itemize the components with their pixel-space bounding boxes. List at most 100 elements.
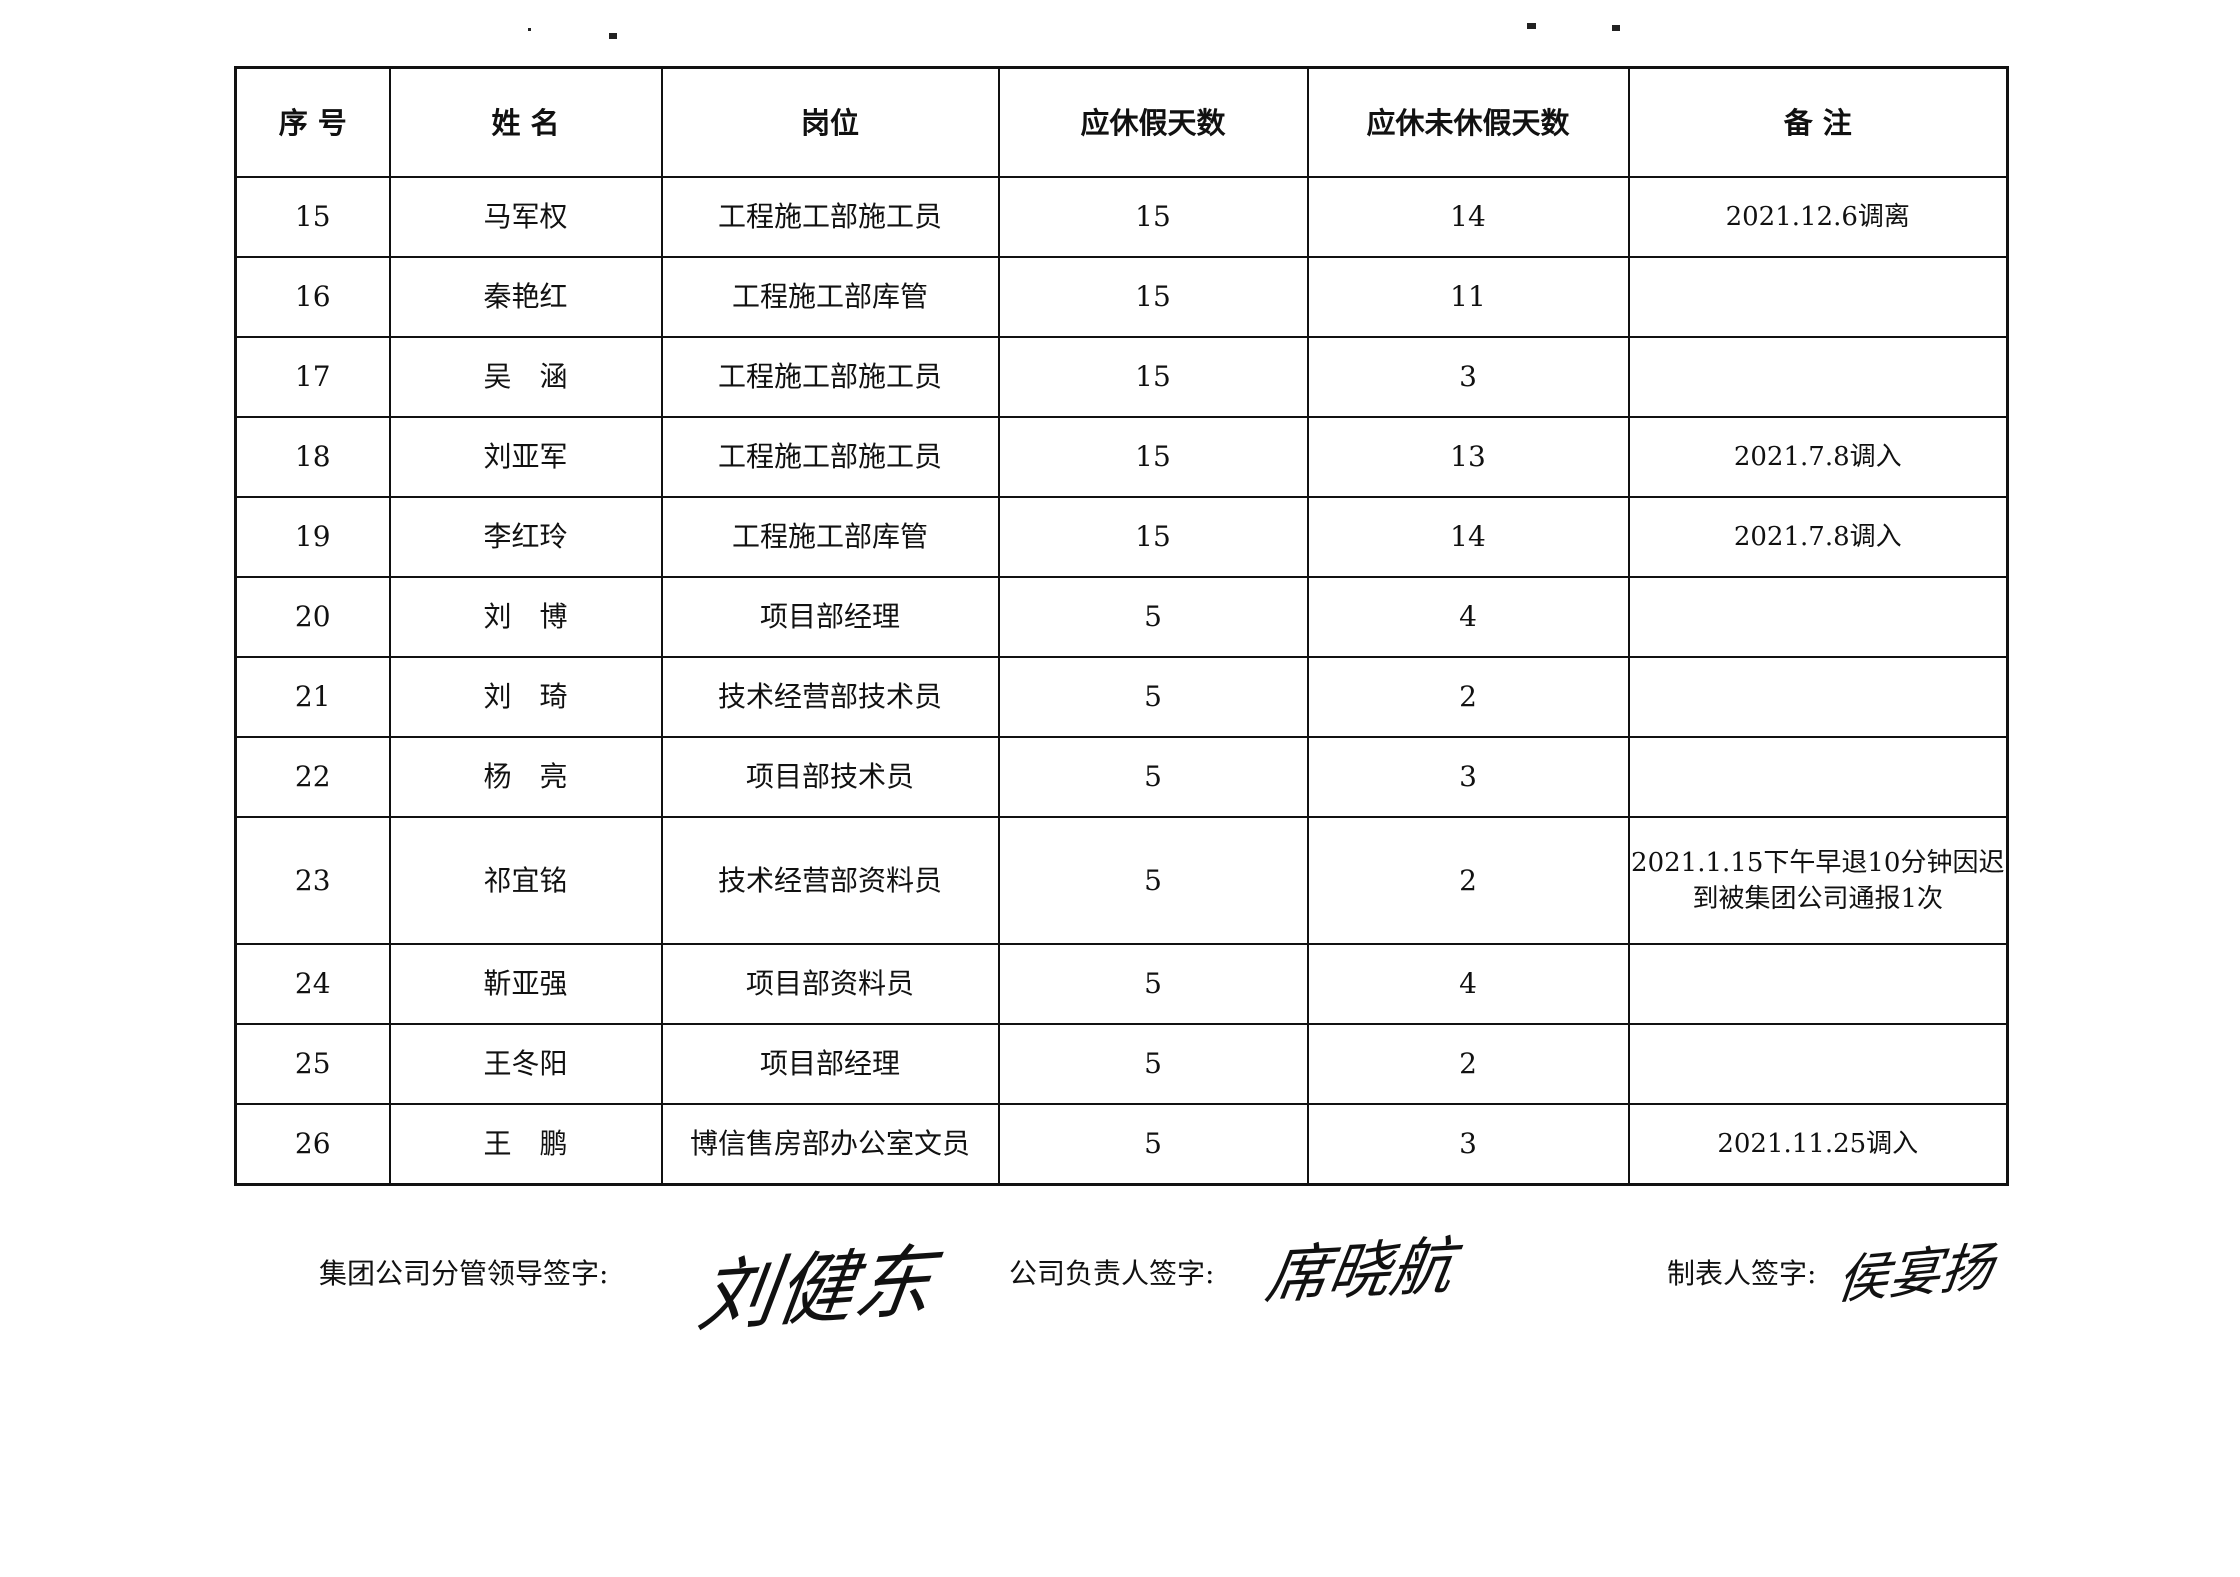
company-head-label: 公司负责人签字: <box>1009 1257 1215 1290</box>
group-leader-label: 集团公司分管领导签字: <box>319 1257 609 1290</box>
row-no: 25 <box>234 1023 391 1105</box>
header-name: 姓 名 <box>388 66 663 178</box>
row-note: 2021.7.8调入 <box>1627 496 2009 578</box>
row-position: 项目部经理 <box>660 1023 1000 1105</box>
row-note <box>1627 736 2009 818</box>
row-position: 工程施工部施工员 <box>660 416 1000 498</box>
company-head-signature: 席晓航 <box>1261 1228 1459 1313</box>
row-unused-days: 4 <box>1306 576 1630 658</box>
row-name: 王 鹏 <box>388 1103 663 1186</box>
table-row: 25 王冬阳 项目部经理 5 2 <box>234 1023 2009 1105</box>
row-note: 2021.11.25调入 <box>1627 1103 2009 1186</box>
table-row: 23 祁宜铭 技术经营部资料员 5 2 2021.1.15下午早退10分钟因迟到被集团公司… <box>234 816 2009 945</box>
row-name: 秦艳红 <box>388 256 663 338</box>
row-no: 21 <box>234 656 391 738</box>
row-note <box>1627 943 2009 1025</box>
row-entitled-days: 15 <box>997 496 1309 578</box>
row-name: 杨 亮 <box>388 736 663 818</box>
row-unused-days: 4 <box>1306 943 1630 1025</box>
preparer-label: 制表人签字: <box>1667 1257 1817 1290</box>
row-name: 祁宜铭 <box>388 816 663 945</box>
row-note <box>1627 576 2009 658</box>
row-unused-days: 14 <box>1306 496 1630 578</box>
row-note: 2021.1.15下午早退10分钟因迟到被集团公司通报1次 <box>1627 816 2009 945</box>
row-no: 18 <box>234 416 391 498</box>
row-note <box>1627 1023 2009 1105</box>
row-unused-days: 3 <box>1306 736 1630 818</box>
row-note: 2021.7.8调入 <box>1627 416 2009 498</box>
row-position: 项目部经理 <box>660 576 1000 658</box>
row-name: 王冬阳 <box>388 1023 663 1105</box>
row-no: 15 <box>234 176 391 258</box>
row-position: 工程施工部施工员 <box>660 336 1000 418</box>
row-entitled-days: 5 <box>997 816 1309 945</box>
table-row: 17 吴 涵工程施工部施工员 15 3 <box>234 336 2009 418</box>
row-unused-days: 2 <box>1306 656 1630 738</box>
row-note <box>1627 656 2009 738</box>
row-entitled-days: 15 <box>997 256 1309 338</box>
row-position: 博信售房部办公室文员 <box>660 1103 1000 1186</box>
row-name: 刘 博 <box>388 576 663 658</box>
row-entitled-days: 15 <box>997 336 1309 418</box>
table-row: 19 李红玲 工程施工部库管 15 14 2021.7.8调入 <box>234 496 2009 578</box>
row-position: 项目部资料员 <box>660 943 1000 1025</box>
preparer-signature: 侯宴扬 <box>1833 1237 1997 1312</box>
row-no: 19 <box>234 496 391 578</box>
row-entitled-days: 5 <box>997 1023 1309 1105</box>
table-row: 26 王 鹏博信售房部办公室文员 5 3 2021.11.25调入 <box>234 1103 2009 1186</box>
header-position: 岗位 <box>660 66 1000 178</box>
row-no: 26 <box>234 1103 391 1186</box>
row-position: 工程施工部库管 <box>660 496 1000 578</box>
table-row: 24 靳亚强 项目部资料员 5 4 <box>234 943 2009 1025</box>
row-unused-days: 3 <box>1306 1103 1630 1186</box>
row-unused-days: 14 <box>1306 176 1630 258</box>
row-entitled-days: 5 <box>997 943 1309 1025</box>
scan-speck <box>1612 25 1620 31</box>
row-no: 20 <box>234 576 391 658</box>
row-position: 技术经营部资料员 <box>660 816 1000 945</box>
row-unused-days: 3 <box>1306 336 1630 418</box>
row-entitled-days: 5 <box>997 736 1309 818</box>
row-unused-days: 2 <box>1306 1023 1630 1105</box>
scan-speck <box>1527 23 1536 29</box>
row-note <box>1627 336 2009 418</box>
row-name: 马军权 <box>388 176 663 258</box>
row-entitled-days: 5 <box>997 1103 1309 1186</box>
row-name: 刘亚军 <box>388 416 663 498</box>
row-position: 项目部技术员 <box>660 736 1000 818</box>
row-name: 刘 琦 <box>388 656 663 738</box>
table-row: 20 刘 博项目部经理 5 4 <box>234 576 2009 658</box>
row-entitled-days: 15 <box>997 416 1309 498</box>
row-name: 李红玲 <box>388 496 663 578</box>
header-no: 序 号 <box>234 66 391 178</box>
row-unused-days: 2 <box>1306 816 1630 945</box>
row-no: 24 <box>234 943 391 1025</box>
row-name: 靳亚强 <box>388 943 663 1025</box>
row-position: 工程施工部施工员 <box>660 176 1000 258</box>
row-entitled-days: 15 <box>997 176 1309 258</box>
header-entitled: 应休假天数 <box>997 66 1309 178</box>
row-entitled-days: 5 <box>997 656 1309 738</box>
row-note <box>1627 256 2009 338</box>
scan-speck <box>609 33 617 39</box>
row-entitled-days: 5 <box>997 576 1309 658</box>
table-row: 18 刘亚军 工程施工部施工员 15 13 2021.7.8调入 <box>234 416 2009 498</box>
row-unused-days: 11 <box>1306 256 1630 338</box>
row-no: 17 <box>234 336 391 418</box>
row-no: 16 <box>234 256 391 338</box>
table-row: 15 马军权 工程施工部施工员 15 14 2021.12.6调离 <box>234 176 2009 258</box>
row-no: 23 <box>234 816 391 945</box>
row-no: 22 <box>234 736 391 818</box>
leave-table: 序 号 姓 名 岗位 应休假天数 应休未休假天数 备 注 15 马军权 工程施工部施… <box>234 66 2009 1186</box>
table-row: 22 杨 亮项目部技术员 5 3 <box>234 736 2009 818</box>
row-position: 工程施工部库管 <box>660 256 1000 338</box>
row-unused-days: 13 <box>1306 416 1630 498</box>
row-name: 吴 涵 <box>388 336 663 418</box>
scan-speck <box>528 28 531 31</box>
table-row: 16 秦艳红 工程施工部库管 15 11 <box>234 256 2009 338</box>
header-note: 备 注 <box>1627 66 2009 178</box>
group-leader-signature: 刘健东 <box>692 1236 939 1344</box>
row-position: 技术经营部技术员 <box>660 656 1000 738</box>
header-unused: 应休未休假天数 <box>1306 66 1630 178</box>
row-note: 2021.12.6调离 <box>1627 176 2009 258</box>
